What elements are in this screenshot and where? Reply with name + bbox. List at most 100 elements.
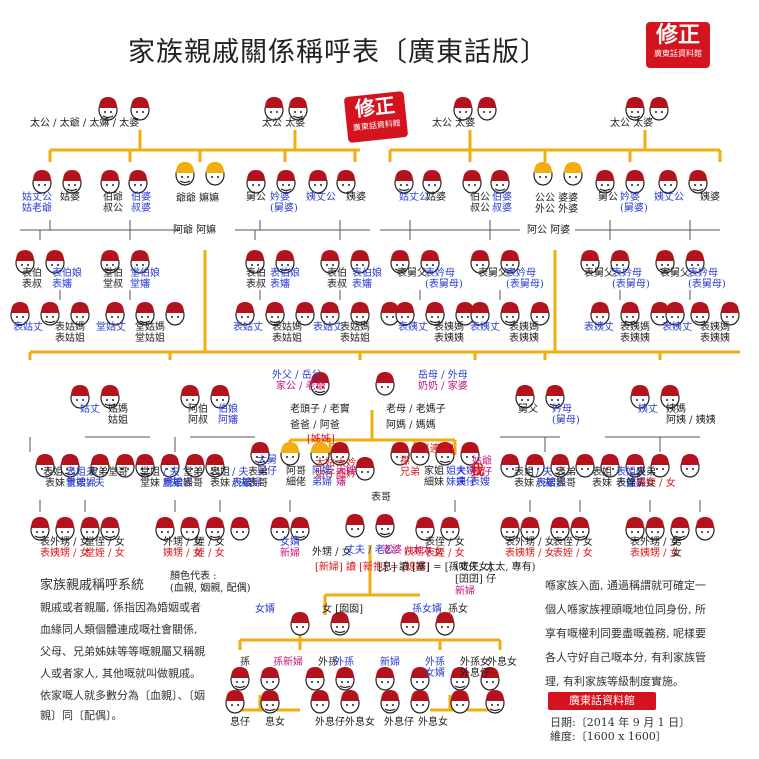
person-icon	[590, 302, 610, 326]
system-line-4: 人或者家人, 其他嘅就叫做親戚。	[40, 667, 201, 680]
relation-label: 奶奶 / 家婆	[418, 381, 468, 392]
relation-label: 表姑姐	[55, 333, 85, 344]
person-icon	[40, 302, 60, 326]
person-icon	[625, 454, 645, 478]
relation-label: 舅仔	[257, 466, 277, 477]
person-icon	[550, 454, 570, 478]
relation-label: 姑媽	[108, 404, 128, 415]
relation-label: (表舅母)	[612, 279, 650, 290]
relation-label: 表姨甥 / 女	[40, 548, 90, 559]
relation-label: 女婿	[280, 537, 300, 548]
relation-label: 表弟	[556, 467, 576, 478]
note-line-4: 各人守好自己嘅本分, 有利家族管	[545, 651, 706, 664]
person-icon	[600, 454, 620, 478]
relation-label: 姨丈公	[306, 192, 336, 203]
relation-label: 表嫂	[232, 478, 252, 489]
person-icon	[545, 385, 565, 409]
relation-label: 孫	[240, 657, 250, 668]
relation-label: 表弟	[248, 467, 268, 478]
relation-label: 表姑丈	[13, 322, 43, 333]
relation-label: 老婆 / 太太	[382, 545, 432, 556]
relation-label: 表弟	[636, 467, 656, 478]
relation-label: / 夫	[536, 478, 553, 489]
relation-label: 表叔	[327, 279, 347, 290]
relation-label: 堂叔	[103, 279, 123, 290]
person-icon	[415, 517, 435, 541]
seal-top-small: 廣東話資料館	[654, 49, 702, 58]
relation-label: 表弟	[88, 467, 108, 478]
person-icon	[155, 517, 175, 541]
relation-label: 表舅父	[584, 268, 614, 279]
relation-label: 姑仔	[315, 469, 335, 480]
relation-label: 爺爺 嫲嫲	[176, 193, 220, 204]
person-icon	[450, 690, 470, 714]
relation-label: 家公 / 老爺	[276, 381, 326, 392]
relation-label: 岳母 / 外母	[418, 370, 468, 381]
relation-label: 表弟婦	[66, 478, 96, 489]
person-icon	[625, 170, 645, 194]
person-icon	[440, 517, 460, 541]
relation-label: 表妹	[45, 478, 65, 489]
relation-label: 外息仔	[384, 717, 414, 728]
relation-label: 女婿	[425, 668, 445, 679]
person-icon	[410, 442, 430, 466]
person-icon	[100, 517, 120, 541]
relation-label: 孫新婦	[273, 657, 303, 668]
person-icon	[55, 517, 75, 541]
relation-label: / 夫	[536, 467, 553, 478]
relation-label: 姑婆	[426, 192, 446, 203]
person-icon	[533, 162, 553, 186]
relation-label: 表哥	[371, 492, 391, 503]
relation-label: / 夫	[232, 467, 249, 478]
relation-label: 表伯	[327, 268, 347, 279]
relation-label: 表叔	[246, 279, 266, 290]
person-icon	[425, 302, 445, 326]
note-line-1: 喺家族入面, 通過稱謂就可確定一	[545, 579, 706, 592]
person-icon	[620, 302, 640, 326]
person-icon	[336, 170, 356, 194]
relation-label: 姨仔	[456, 477, 476, 488]
relation-label: 外孫女	[460, 657, 490, 668]
relation-label: 表伯娘	[270, 268, 300, 279]
relation-label: 表哥	[556, 478, 576, 489]
person-icon	[435, 612, 455, 636]
relation-label: 外甥 / 女	[312, 547, 352, 558]
person-icon	[422, 170, 442, 194]
relation-label: 太公 / 太爺 / 太嫲 / 太婆	[30, 118, 140, 129]
person-icon	[290, 517, 310, 541]
relation-label: 侄 / 女	[195, 537, 225, 548]
relation-label: 外息女	[487, 657, 517, 668]
relation-label: 表妗母	[425, 268, 455, 279]
note-line-3: 享有嘅權利同要盡嘅義務, 呢樣要	[545, 627, 706, 640]
relation-label: 表姪 / 女	[636, 478, 676, 489]
relation-label: 太公 太婆	[610, 118, 654, 129]
relation-label: 表姨甥 / 女	[630, 548, 680, 559]
relation-label: 外息女	[418, 717, 448, 728]
note-line-5: 理, 有利家族等級制度實施。	[545, 675, 684, 688]
note-line-2: 個人喺家族裡頭嘅地位同身份, 所	[545, 603, 706, 616]
seal-stamp-top: 修正 廣東話資料館	[646, 22, 710, 68]
person-icon	[375, 372, 395, 396]
relation-label: 表妹	[210, 478, 230, 489]
person-icon	[645, 517, 665, 541]
person-icon	[500, 454, 520, 478]
relation-label: 外父 / 岳父	[272, 370, 322, 381]
relation-label: 新婦	[380, 657, 400, 668]
person-icon	[105, 302, 125, 326]
relation-label: 表外甥 / 女	[505, 537, 555, 548]
relation-label: 堂弟	[183, 467, 203, 478]
person-icon	[98, 97, 118, 121]
relation-label: 兄弟	[400, 467, 420, 478]
relation-label: 姑丈	[80, 404, 100, 415]
person-icon	[70, 385, 90, 409]
relation-label: 叔婆	[492, 203, 512, 214]
relation-label: 表嬸	[270, 279, 290, 290]
relation-label: 表姐夫	[616, 467, 646, 478]
relation-label: 堂姑媽	[135, 322, 165, 333]
relation-label: 伯婆	[492, 192, 512, 203]
relation-label: 表妹	[514, 478, 534, 489]
person-icon	[649, 97, 669, 121]
relation-label: 大妗	[336, 458, 356, 469]
relation-label: 息女	[265, 717, 285, 728]
